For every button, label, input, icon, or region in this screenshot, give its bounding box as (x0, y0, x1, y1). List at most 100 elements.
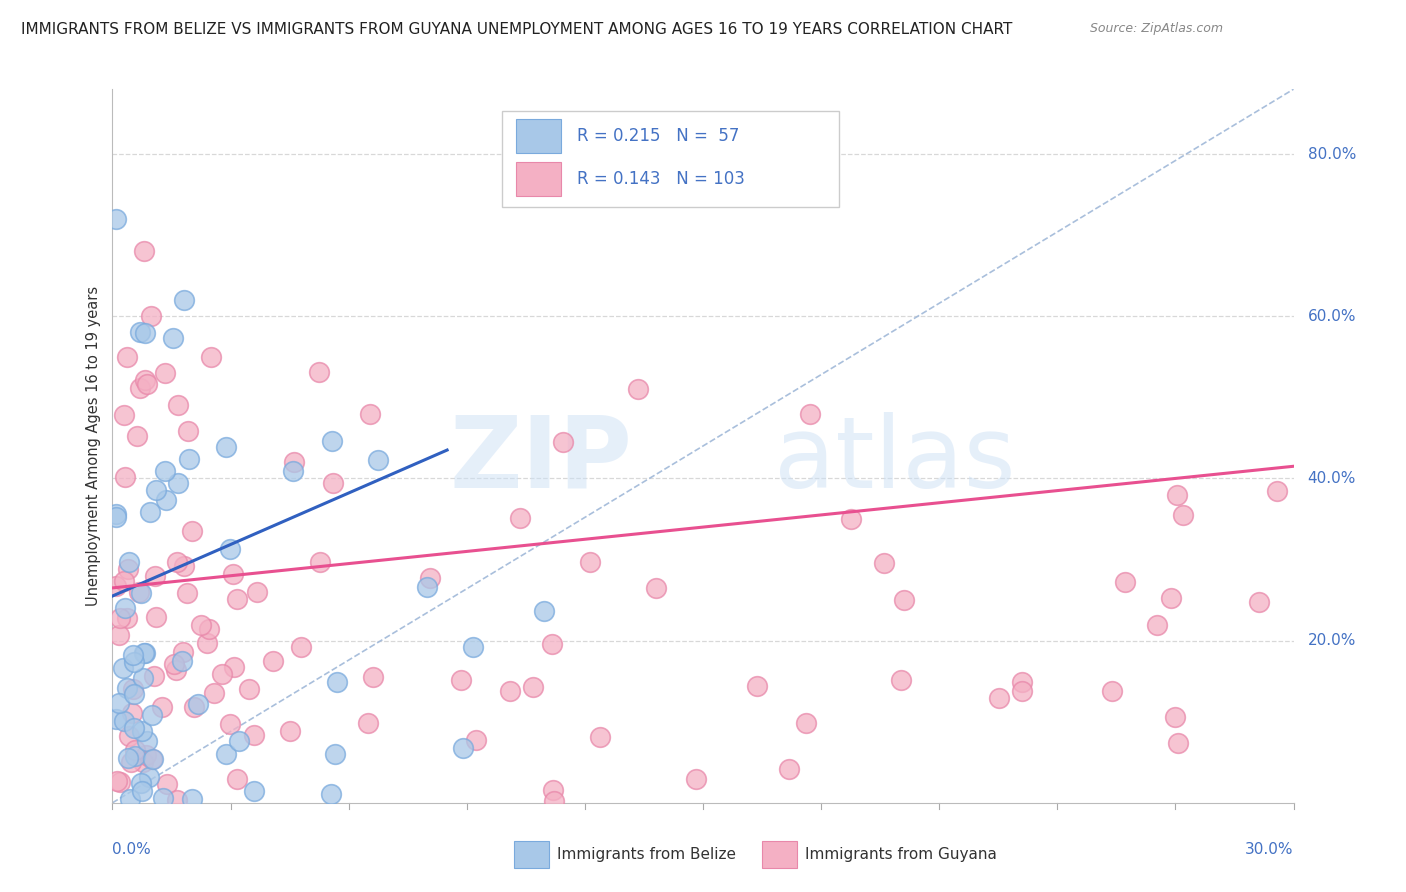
Point (124, 749, 146, 764)
Point (509, 511, 531, 525)
Point (1011, 683, 1033, 698)
Point (129, 776, 152, 790)
Point (155, 493, 177, 508)
Point (319, 788, 342, 802)
Point (322, 475, 344, 490)
Point (278, 723, 301, 738)
Point (139, 505, 162, 519)
Point (200, 350, 222, 364)
Point (589, 730, 612, 744)
Point (219, 717, 242, 731)
Point (162, 331, 184, 345)
Point (132, 755, 155, 769)
Point (578, 555, 600, 569)
Point (367, 452, 389, 467)
Point (105, 211, 128, 226)
Point (745, 679, 768, 693)
Point (243, 783, 266, 797)
Point (128, 585, 150, 599)
Point (108, 628, 131, 642)
Point (124, 687, 146, 701)
FancyBboxPatch shape (516, 120, 561, 153)
Point (153, 366, 176, 380)
Point (202, 686, 225, 700)
Point (121, 706, 143, 721)
Point (152, 790, 174, 805)
Point (134, 373, 156, 387)
Text: 40.0%: 40.0% (1308, 471, 1355, 486)
Point (105, 508, 128, 522)
Point (1011, 675, 1033, 690)
Point (112, 408, 135, 422)
Point (163, 657, 186, 671)
Point (359, 407, 381, 421)
Point (543, 794, 565, 808)
Point (290, 640, 312, 654)
Point (128, 381, 150, 395)
Point (124, 722, 146, 736)
Point (323, 747, 346, 761)
Point (110, 611, 132, 625)
Point (522, 680, 544, 694)
FancyBboxPatch shape (762, 841, 797, 869)
Point (533, 604, 555, 618)
Point (222, 660, 245, 674)
Point (1164, 710, 1187, 724)
Text: Immigrants from Guyana: Immigrants from Guyana (804, 847, 997, 863)
Point (117, 751, 139, 765)
Point (893, 592, 915, 607)
Point (120, 755, 142, 769)
Point (139, 310, 162, 324)
Point (105, 510, 128, 524)
Point (211, 666, 233, 681)
Point (134, 646, 156, 660)
Point (134, 244, 156, 259)
Point (195, 636, 218, 650)
Point (461, 640, 484, 654)
Point (361, 670, 384, 684)
Point (215, 747, 238, 762)
Point (644, 582, 666, 596)
Point (308, 555, 330, 569)
Point (150, 700, 173, 714)
Point (177, 424, 200, 438)
Point (226, 772, 249, 787)
Point (1146, 617, 1168, 632)
Text: 0.0%: 0.0% (112, 842, 152, 857)
Text: 20.0%: 20.0% (1308, 633, 1355, 648)
Point (627, 382, 650, 396)
Point (238, 681, 260, 696)
Point (799, 407, 821, 421)
Point (117, 681, 139, 696)
Point (131, 723, 153, 738)
Point (1114, 574, 1136, 589)
Point (114, 601, 136, 615)
Point (173, 293, 195, 307)
Text: R = 0.215   N =  57: R = 0.215 N = 57 (576, 128, 740, 145)
Point (135, 377, 157, 392)
FancyBboxPatch shape (502, 111, 839, 207)
Point (142, 752, 165, 766)
Point (112, 661, 135, 675)
Point (179, 452, 201, 467)
Text: R = 0.143   N = 103: R = 0.143 N = 103 (576, 170, 745, 188)
Point (190, 618, 212, 632)
Point (105, 579, 128, 593)
Point (121, 682, 143, 697)
Point (873, 557, 896, 571)
Point (105, 712, 128, 726)
Point (114, 469, 136, 483)
Point (153, 464, 176, 478)
Point (134, 326, 156, 341)
Text: Immigrants from Belize: Immigrants from Belize (557, 847, 735, 863)
Point (112, 714, 135, 728)
Point (124, 743, 146, 757)
Point (1265, 484, 1288, 499)
Point (143, 669, 166, 683)
Point (117, 555, 139, 569)
Point (129, 586, 152, 600)
Point (117, 562, 139, 576)
Point (453, 741, 475, 756)
Text: atlas: atlas (773, 412, 1015, 508)
Point (135, 748, 157, 763)
